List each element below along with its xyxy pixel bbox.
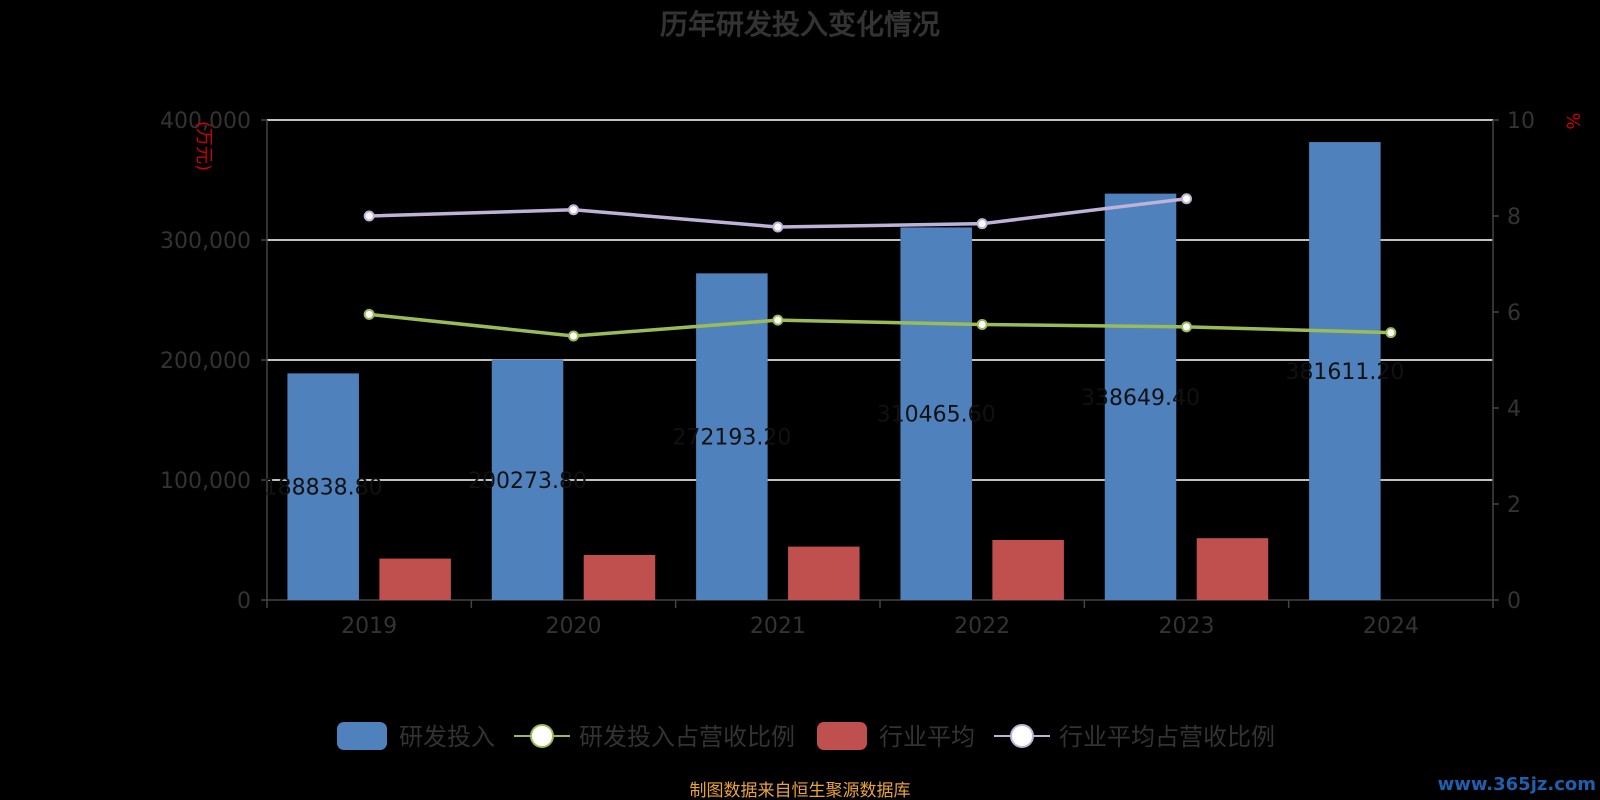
bar-industry-average <box>379 558 451 600</box>
bar-rd-investment <box>491 359 564 600</box>
site-watermark: www.365jz.com <box>1438 774 1596 795</box>
legend-swatch <box>530 724 554 748</box>
bar-data-label: 200273.80 <box>468 469 587 494</box>
x-axis-tick-label: 2019 <box>341 614 397 639</box>
data-source-note: 制图数据来自恒生聚源数据库 <box>690 781 911 800</box>
x-axis-tick-label: 2024 <box>1363 614 1419 639</box>
left-axis-tick-label: 200,000 <box>160 349 251 374</box>
legend-item: 研发投入占营收比例 <box>514 723 795 751</box>
bar-rd-investment <box>287 373 359 600</box>
point-industry-ratio <box>772 221 784 233</box>
bar-rd-investment <box>1104 193 1177 600</box>
line-rd-ratio <box>368 312 1391 338</box>
bar-rd-investment <box>696 273 768 600</box>
bar-data-label: 310465.60 <box>877 403 996 428</box>
point-rd-ratio <box>772 314 784 326</box>
point-rd-ratio <box>976 318 988 330</box>
x-axis: 2019 2020 2021 2022 2023 2024 <box>266 599 1494 639</box>
bar-industry-average <box>788 546 860 600</box>
bar-industry-average <box>992 540 1064 600</box>
bar-labels: 188838.80 200273.80 272193.20 310465.60 3386… <box>264 360 1405 501</box>
bar-data-label: 188838.80 <box>264 476 383 501</box>
legend-item: 行业平均 <box>817 722 975 751</box>
bar-industry-average <box>583 555 656 600</box>
bar-rd-investment <box>1309 142 1381 600</box>
right-axis-unit-label: % <box>1562 112 1583 129</box>
chart-title: 历年研发投入变化情况 <box>660 8 940 41</box>
legend-item: 研发投入 <box>337 722 495 751</box>
bar-industry-average <box>1196 538 1269 600</box>
right-axis-tick-label: 8 <box>1507 205 1521 230</box>
legend-swatch <box>1010 724 1034 748</box>
legend-label: 研发投入 <box>399 723 495 751</box>
right-axis-tick-label: 4 <box>1507 397 1521 422</box>
right-y-axis: 0 2 4 6 8 10 <box>1492 109 1535 614</box>
legend-swatch <box>817 722 867 750</box>
bars <box>287 142 1381 600</box>
legend-label: 行业平均 <box>879 723 975 751</box>
point-industry-ratio <box>976 218 988 230</box>
x-axis-tick-label: 2021 <box>750 614 806 639</box>
x-axis-tick-label: 2020 <box>546 614 602 639</box>
left-y-axis: 0 100,000 200,000 300,000 400,000 <box>160 109 268 614</box>
bar-data-label: 338649.40 <box>1081 386 1200 411</box>
right-axis-tick-label: 0 <box>1507 589 1521 614</box>
point-industry-ratio <box>363 210 375 222</box>
left-axis-tick-label: 0 <box>237 589 251 614</box>
point-rd-ratio <box>568 330 579 342</box>
bar-data-label: 381611.20 <box>1285 360 1404 385</box>
legend-label: 研发投入占营收比例 <box>579 723 795 751</box>
left-axis-unit-label: (万元) <box>193 121 214 171</box>
right-axis-tick-label: 10 <box>1507 109 1535 134</box>
point-rd-ratio <box>1385 327 1397 339</box>
right-axis-tick-label: 6 <box>1507 301 1521 326</box>
left-axis-tick-label: 300,000 <box>160 229 251 254</box>
legend-item: 行业平均占营收比例 <box>994 723 1275 751</box>
point-rd-ratio <box>363 308 375 320</box>
right-axis-tick-label: 2 <box>1507 493 1521 518</box>
x-axis-tick-label: 2023 <box>1159 614 1215 639</box>
point-rd-ratio <box>1181 321 1192 333</box>
legend-swatch <box>337 722 387 750</box>
bar-rd-investment <box>900 227 972 600</box>
lines <box>363 193 1397 342</box>
legend: 研发投入 研发投入占营收比例 行业平均 行业平均占营收比例 <box>337 722 1275 751</box>
legend-label: 行业平均占营收比例 <box>1059 723 1275 751</box>
grid <box>267 119 1493 481</box>
left-axis-tick-label: 100,000 <box>160 469 251 494</box>
x-axis-tick-label: 2022 <box>954 614 1010 639</box>
left-axis-tick-label: 400,000 <box>160 109 251 134</box>
bar-data-label: 272193.20 <box>672 426 791 451</box>
point-industry-ratio <box>1181 193 1192 205</box>
point-industry-ratio <box>568 204 579 216</box>
